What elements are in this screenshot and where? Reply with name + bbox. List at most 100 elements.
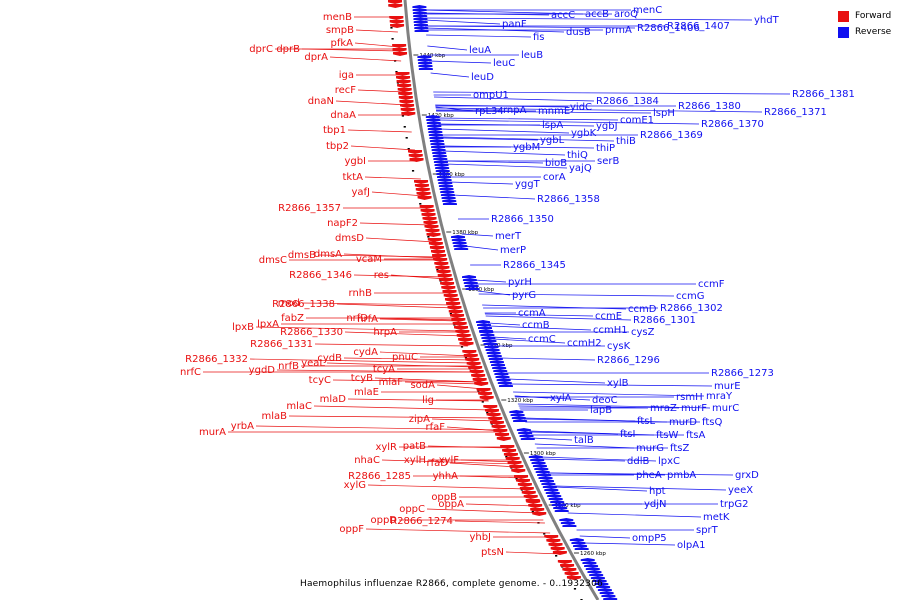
gene-label: nrfD: [346, 313, 368, 324]
reverse-feature: [434, 163, 449, 166]
gene-label: R2866_1330: [280, 327, 343, 338]
legend-reverse: Reverse: [838, 24, 898, 40]
callout-layer: [203, 9, 791, 555]
forward-feature: [422, 217, 437, 221]
gene-label: dprA: [304, 52, 328, 63]
reverse-feature: [487, 354, 502, 357]
gene-label: ccmA: [518, 308, 546, 319]
gene-label: accC: [551, 10, 575, 21]
forward-feature: [468, 366, 483, 370]
gene-label: oppC: [399, 504, 425, 515]
reverse-feature: [551, 503, 566, 506]
callout-line: [513, 391, 705, 397]
gene-label: talB: [574, 435, 594, 446]
callout-line: [508, 378, 606, 384]
reverse-feature: [431, 148, 446, 151]
gene-label: lpxA: [257, 319, 279, 330]
callout-line: [443, 150, 566, 156]
gene-label: ygbL: [540, 135, 565, 146]
reverse-feature: [438, 181, 453, 184]
gene-label: xylG: [344, 480, 366, 491]
callout-line: [440, 137, 539, 141]
forward-feature: [414, 180, 429, 184]
forward-feature: [519, 487, 534, 491]
gene-label: mnmE: [538, 106, 570, 117]
gene-label: mlaF: [379, 377, 404, 388]
forward-feature: [448, 310, 463, 314]
callout-line: [353, 274, 446, 278]
callout-line: [326, 362, 476, 368]
forward-feature: [507, 461, 522, 465]
gene-label: ftsW: [656, 430, 678, 441]
forward-feature: [484, 409, 499, 413]
gene-label: leuD: [471, 72, 494, 83]
reverse-feature: [483, 342, 498, 345]
callout-line: [478, 293, 675, 297]
forward-feature: [393, 52, 408, 56]
gene-label: R2866_1296: [597, 355, 660, 366]
gene-label: yggT: [515, 179, 541, 190]
gene-label: ccmG: [676, 291, 705, 302]
callout-line: [317, 254, 440, 258]
reverse-feature: [571, 541, 586, 544]
callout-line: [500, 357, 596, 361]
gene-label: oppF: [339, 524, 364, 535]
gene-label: lapB: [590, 405, 612, 416]
callout-line: [445, 160, 544, 164]
gene-label: tbp2: [326, 141, 349, 152]
callout-line: [313, 405, 493, 411]
gene-label: mraZ: [650, 403, 677, 414]
reverse-feature: [491, 363, 506, 366]
callout-line: [438, 123, 595, 127]
callout-line: [461, 233, 494, 237]
reverse-feature: [547, 494, 562, 497]
minor-tick: [403, 126, 406, 128]
forward-feature: [544, 535, 559, 539]
gene-label: xylH: [404, 455, 426, 466]
gene-label: R2866_1371: [764, 107, 827, 118]
reverse-feature: [418, 67, 433, 70]
reverse-feature: [453, 244, 468, 247]
gene-label: xylF: [439, 455, 460, 466]
forward-feature: [450, 314, 465, 318]
gene-label: yidC: [570, 102, 592, 113]
forward-feature: [388, 0, 402, 4]
reverse-feature: [451, 238, 466, 241]
callout-line: [423, 9, 584, 15]
gene-label: dusB: [566, 27, 591, 38]
gene-label: ddlB: [627, 456, 649, 467]
forward-feature: [416, 192, 431, 196]
forward-feature: [398, 96, 413, 100]
tick-label: 1260 kbp: [580, 551, 606, 557]
callout-line: [464, 245, 499, 251]
gene-label: ygbI: [344, 156, 366, 167]
callout-line: [344, 331, 465, 337]
callout-line: [365, 528, 551, 534]
forward-feature: [566, 576, 581, 580]
forward-feature: [420, 209, 435, 213]
forward-feature: [493, 429, 508, 433]
reverse-feature: [599, 591, 614, 594]
minor-tick: [515, 478, 518, 480]
callout-line: [276, 369, 478, 373]
gene-label: ftsQ: [702, 417, 722, 428]
reverse-feature: [537, 473, 552, 476]
gene-label: yhhA: [433, 471, 459, 482]
forward-feature: [503, 453, 518, 457]
forward-feature: [436, 270, 451, 274]
gene-label: nrfA: [357, 314, 378, 325]
tick-label: 1320 kbp: [507, 398, 533, 404]
minor-tick: [395, 71, 398, 73]
reverse-feature: [509, 410, 524, 413]
reverse-feature: [582, 561, 597, 564]
callout-line: [374, 377, 482, 383]
callout-line: [354, 42, 400, 48]
gene-label: yajQ: [569, 163, 592, 174]
gene-label: ccmH2: [567, 338, 602, 349]
gene-label: pheA: [636, 470, 662, 481]
forward-feature: [440, 282, 455, 286]
gene-label: smpB: [326, 25, 354, 36]
gene-label: pnuC: [392, 352, 418, 363]
callout-line: [357, 89, 406, 93]
